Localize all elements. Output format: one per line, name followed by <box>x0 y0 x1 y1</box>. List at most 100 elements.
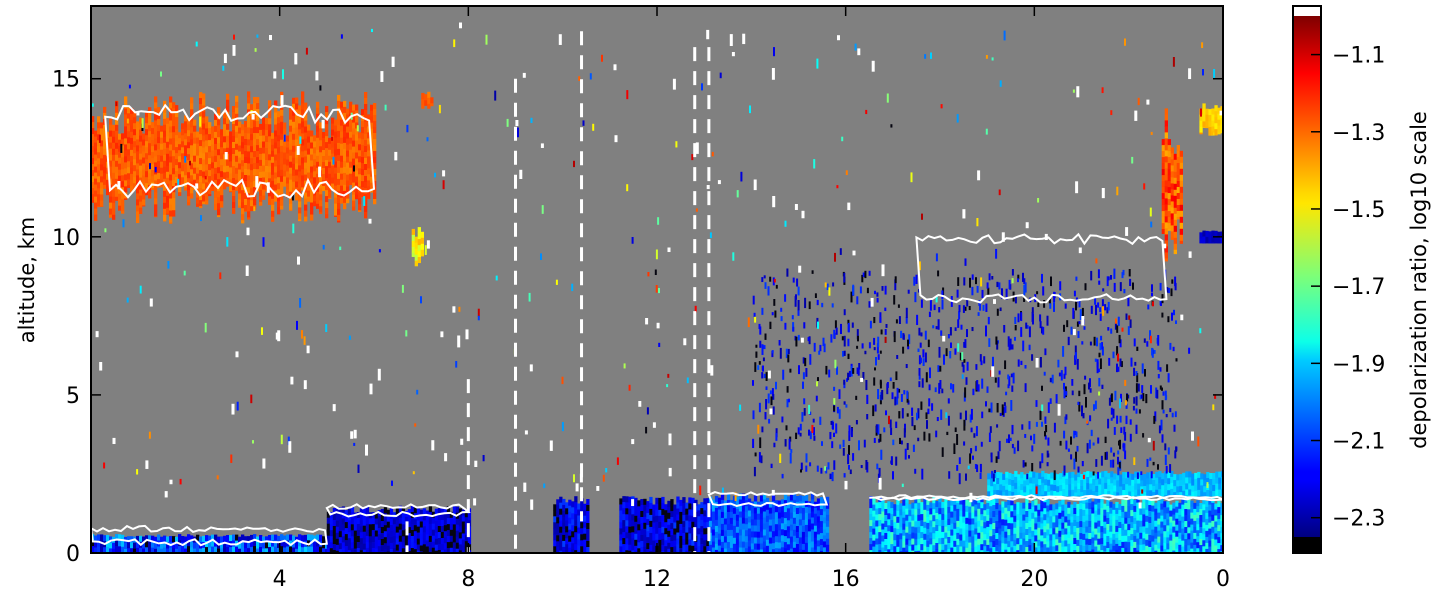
heatmap-cell <box>935 501 939 508</box>
heatmap-cell <box>923 539 927 547</box>
heatmap-cell <box>368 548 373 553</box>
heatmap-cell <box>810 523 815 530</box>
heatmap-cell <box>461 539 466 546</box>
heatmap-cell <box>1136 508 1140 515</box>
speckle <box>801 412 804 422</box>
heatmap-cell <box>310 202 314 209</box>
speckle <box>842 448 845 456</box>
heatmap-cell <box>1176 205 1180 212</box>
heatmap-cell <box>968 548 972 553</box>
heatmap-cell <box>244 193 248 200</box>
heatmap-cell <box>655 521 659 529</box>
speckle <box>1151 284 1153 292</box>
heatmap-cell <box>1103 515 1107 522</box>
heatmap-cell <box>1202 546 1206 553</box>
heatmap-cell <box>127 125 131 132</box>
heatmap-cell <box>289 179 293 186</box>
heatmap-cell <box>872 534 876 541</box>
heatmap-cell <box>310 178 314 185</box>
heatmap-cell <box>334 167 338 174</box>
heatmap-cell <box>1133 547 1137 553</box>
heatmap-cell <box>229 149 233 156</box>
heatmap-cell <box>676 526 680 533</box>
heatmap-cell <box>980 526 984 533</box>
heatmap-cell <box>756 519 761 526</box>
heatmap-cell <box>1157 524 1161 531</box>
speckle <box>998 282 1001 290</box>
heatmap-cell <box>980 532 984 539</box>
heatmap-cell <box>1029 471 1033 478</box>
heatmap-cell <box>154 542 158 550</box>
heatmap-cell <box>353 530 358 537</box>
heatmap-cell <box>295 115 299 122</box>
heatmap-cell <box>917 550 921 553</box>
heatmap-cell <box>115 534 119 541</box>
heatmap-cell <box>697 504 701 511</box>
heatmap-cell <box>1034 541 1038 548</box>
heatmap-cell <box>103 124 107 132</box>
heatmap-cell <box>226 141 230 149</box>
heatmap-cell <box>160 548 164 553</box>
heatmap-cell <box>112 202 116 210</box>
heatmap-cell <box>151 541 155 548</box>
heatmap-cell <box>124 144 128 151</box>
heatmap-cell <box>241 534 245 541</box>
heatmap-cell <box>335 538 340 546</box>
heatmap-cell <box>217 179 221 186</box>
heatmap-cell <box>256 169 260 176</box>
heatmap-cell <box>148 173 152 180</box>
heatmap-cell <box>202 535 206 543</box>
heatmap-cell <box>346 168 350 175</box>
heatmap-cell <box>322 156 326 163</box>
heatmap-cell <box>765 503 770 511</box>
heatmap-cell <box>91 170 95 177</box>
heatmap-cell <box>139 535 143 543</box>
heatmap-cell <box>247 97 251 104</box>
heatmap-cell <box>1110 477 1114 484</box>
heatmap-cell <box>1179 174 1183 182</box>
heatmap-cell <box>199 206 203 209</box>
heatmap-cell <box>154 180 158 187</box>
heatmap-cell <box>358 138 362 145</box>
heatmap-cell <box>334 137 338 144</box>
heatmap-cell <box>1161 473 1165 480</box>
heatmap-cell <box>136 199 140 206</box>
heatmap-cell <box>326 517 331 524</box>
speckle <box>981 378 984 389</box>
heatmap-cell <box>1041 476 1045 484</box>
heatmap-cell <box>1010 535 1014 542</box>
heatmap-cell <box>741 493 746 500</box>
heatmap-cell <box>1061 528 1065 535</box>
heatmap-cell <box>458 514 463 521</box>
heatmap-cell <box>691 509 695 517</box>
heatmap-cell <box>1175 542 1179 549</box>
heatmap-cell <box>277 535 281 543</box>
heatmap-cell <box>980 520 984 527</box>
heatmap-cell <box>419 545 424 552</box>
heatmap-cell <box>1112 503 1116 511</box>
heatmap-cell <box>190 535 194 542</box>
heatmap-cell <box>310 546 314 553</box>
heatmap-cell <box>816 546 821 553</box>
heatmap-cell <box>1170 153 1174 160</box>
heatmap-cell <box>353 548 358 553</box>
heatmap-cell <box>1046 511 1050 518</box>
heatmap-cell <box>1173 189 1177 197</box>
heatmap-cell <box>872 504 876 511</box>
heatmap-cell <box>813 531 818 538</box>
speckle <box>1101 299 1104 307</box>
heatmap-cell <box>298 141 302 148</box>
heatmap-cell <box>289 149 293 156</box>
heatmap-cell <box>365 523 370 531</box>
heatmap-cell <box>1179 168 1183 176</box>
heatmap-cell <box>1049 522 1053 529</box>
heatmap-cell <box>1220 130 1223 134</box>
heatmap-cell <box>289 125 293 132</box>
heatmap-cell <box>1163 507 1167 514</box>
heatmap-cell <box>1101 483 1105 490</box>
heatmap-cell <box>178 192 182 196</box>
heatmap-cell <box>172 102 176 109</box>
heatmap-cell <box>187 136 191 143</box>
heatmap-cell <box>350 548 355 553</box>
heatmap-cell <box>157 143 161 150</box>
